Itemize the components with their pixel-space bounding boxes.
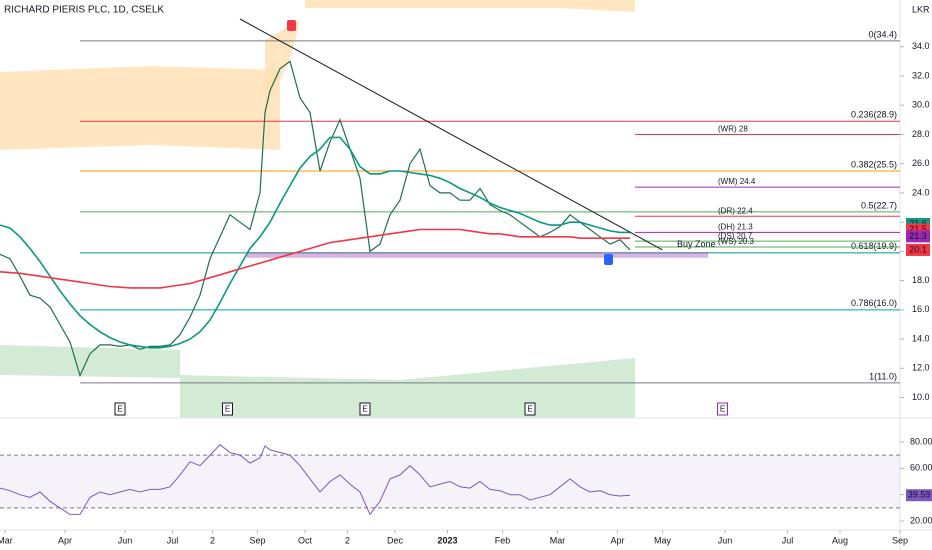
pivot-label: (WR) 28 <box>718 125 748 134</box>
cloud-orange-left <box>0 66 280 150</box>
x-tick-label: Aug <box>832 535 848 545</box>
y-tick-label: 34.0 <box>912 41 930 51</box>
price-badge-label: 20.1 <box>909 244 927 254</box>
cloud-top <box>305 0 635 12</box>
y-tick-label: 28.0 <box>912 129 930 139</box>
rsi-badge-label: 39.59 <box>908 490 931 500</box>
x-tick-label: Oct <box>298 535 313 545</box>
moving-average <box>0 136 630 349</box>
fib-label: 0.5(22.7) <box>861 200 897 210</box>
x-tick-label: Feb <box>495 535 511 545</box>
x-tick-label: Dec <box>387 535 404 545</box>
earnings-marker <box>524 402 536 416</box>
earnings-marker <box>717 402 728 416</box>
x-tick-label: Mar <box>550 535 566 545</box>
fib-label: 0.236(28.9) <box>851 110 897 120</box>
x-tick-label: Apr <box>58 535 72 545</box>
pivot-label: (DH) 21.3 <box>718 222 753 231</box>
moving-average <box>0 228 630 289</box>
x-tick-label: May <box>654 535 672 545</box>
fib-label: 1(11.0) <box>869 371 897 381</box>
x-tick-label: Jun <box>718 535 733 545</box>
x-tick-label: 2 <box>345 535 350 545</box>
rsi-tick-label: 60.00 <box>910 463 932 473</box>
cloud-green-left <box>0 345 180 378</box>
x-tick-label: Jul <box>167 535 179 545</box>
x-tick-label: Sep <box>249 535 265 545</box>
rsi-tick-label: 80.00 <box>910 436 932 446</box>
y-tick-label: 16.0 <box>912 304 930 314</box>
trendline <box>239 18 663 251</box>
buy-zone <box>247 252 708 258</box>
earnings-label: E <box>720 405 725 414</box>
earnings-marker <box>222 402 233 416</box>
rsi-badge <box>906 489 932 502</box>
x-tick-label: 2 <box>210 535 215 545</box>
price-badge <box>906 230 930 243</box>
y-tick-label: 18.0 <box>912 275 930 285</box>
earnings-label: E <box>362 405 367 414</box>
earnings-label: E <box>117 405 122 414</box>
earnings-marker <box>359 402 371 416</box>
fib-label: 0.786(16.0) <box>851 298 897 308</box>
price-line <box>0 60 631 378</box>
rsi-tick-label: 20.00 <box>910 515 932 525</box>
currency: LKR <box>912 4 930 14</box>
price-badge <box>906 243 930 256</box>
y-tick-label: 12.0 <box>912 363 930 373</box>
x-tick-label: 2023 <box>437 535 457 545</box>
pivot-label: (DS) 20.7 <box>718 231 753 240</box>
earnings-marker <box>114 402 126 416</box>
price-badge-label: 21.3 <box>909 231 927 241</box>
buy-signal <box>604 254 613 265</box>
y-tick-label: 10.0 <box>912 392 930 402</box>
x-tick-label: Jul <box>782 535 794 545</box>
rsi-line <box>0 443 631 516</box>
pivot-label: (WM) 24.4 <box>718 177 756 186</box>
pivot-label: (WS) 20.3 <box>718 237 755 246</box>
earnings-label: E <box>225 405 230 414</box>
fib-label: 0(34.4) <box>868 29 897 39</box>
chart-title: RICHARD PIERIS PLC, 1D, CSELK <box>4 5 164 16</box>
x-tick-label: Apr <box>610 535 624 545</box>
pivot-label: (DR) 22.4 <box>718 206 753 215</box>
sell-signal <box>287 20 296 31</box>
fib-label: 0.382(25.5) <box>851 159 897 169</box>
x-tick-label: Sep <box>892 535 908 545</box>
price-badge-label: 21.5 <box>909 224 927 234</box>
y-tick-label: 30.0 <box>912 100 930 110</box>
x-tick-label: Mar <box>0 535 13 545</box>
y-tick-label: 24.0 <box>912 187 930 197</box>
x-tick-label: Jun <box>118 535 133 545</box>
y-tick-label: 14.0 <box>912 333 930 343</box>
y-tick-label: 32.0 <box>912 70 930 80</box>
price-badge-label: 21.6 <box>909 218 927 228</box>
cloud-green <box>180 358 635 418</box>
buy-zone-label: Buy Zone <box>677 239 716 249</box>
earnings-label: E <box>527 405 532 414</box>
y-tick-label: 26.0 <box>912 158 930 168</box>
fib-label: 0.618(19.9) <box>851 241 897 251</box>
